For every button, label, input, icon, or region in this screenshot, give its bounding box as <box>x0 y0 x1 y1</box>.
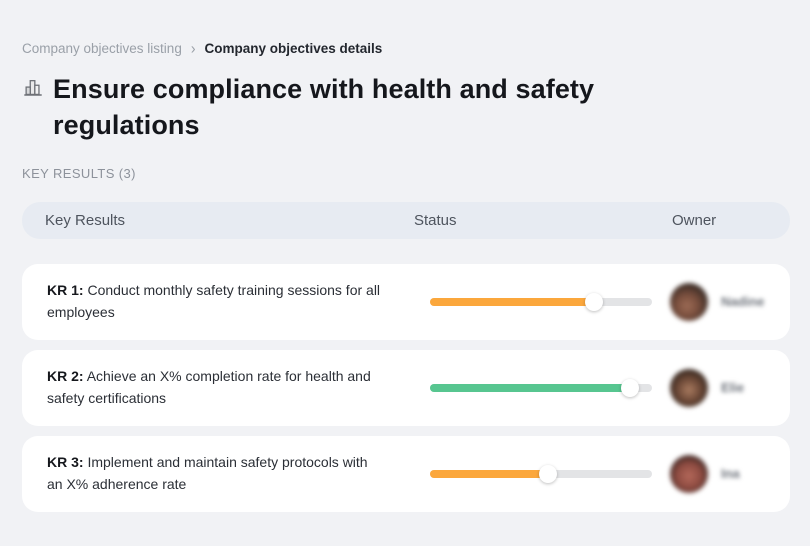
table-header: Key Results Status Owner <box>22 201 790 239</box>
page-title: Ensure compliance with health and safety… <box>53 74 595 140</box>
slider-fill <box>430 383 630 392</box>
slider-knob[interactable] <box>538 464 557 483</box>
progress-slider[interactable] <box>430 464 652 483</box>
key-result-row-1[interactable]: KR 1: Conduct monthly safety training se… <box>22 263 790 340</box>
key-results-list: KR 1: Conduct monthly safety training se… <box>22 263 790 512</box>
slider-fill <box>430 297 595 306</box>
owner-cell: Nadine <box>670 282 790 321</box>
chevron-right-icon: › <box>190 38 196 58</box>
owner-avatar <box>670 282 708 321</box>
kr-description: KR 2: Achieve an X% completion rate for … <box>22 366 384 409</box>
slider-knob[interactable] <box>620 378 639 397</box>
slider-knob[interactable] <box>585 292 604 311</box>
progress-slider[interactable] <box>430 292 652 311</box>
kr-description: KR 3: Implement and maintain safety prot… <box>22 452 384 495</box>
column-header-key-results: Key Results <box>45 211 126 229</box>
owner-name: Elie <box>721 380 745 396</box>
kr-label: KR 3: <box>47 454 84 471</box>
breadcrumb: Company objectives listing › Company obj… <box>22 38 790 58</box>
slider-fill <box>430 469 548 478</box>
breadcrumb-link-listing[interactable]: Company objectives listing <box>22 40 182 56</box>
buildings-icon <box>22 77 44 104</box>
kr-text: Implement and maintain safety protocols … <box>47 454 368 492</box>
kr-text: Achieve an X% completion rate for health… <box>47 368 371 406</box>
column-header-owner: Owner <box>672 211 717 229</box>
objective-title-row: Ensure compliance with health and safety… <box>22 72 790 144</box>
objective-details-page: Company objectives listing › Company obj… <box>22 38 790 512</box>
owner-cell: Elie <box>670 368 790 407</box>
key-result-row-3[interactable]: KR 3: Implement and maintain safety prot… <box>22 435 790 512</box>
kr-text: Conduct monthly safety training sessions… <box>47 282 381 320</box>
kr-description: KR 1: Conduct monthly safety training se… <box>22 280 384 323</box>
owner-cell: Ina <box>670 454 790 493</box>
owner-avatar <box>670 454 708 493</box>
kr-label: KR 2: <box>47 368 84 385</box>
owner-avatar <box>670 368 708 407</box>
owner-name: Ina <box>721 466 740 482</box>
breadcrumb-current-details: Company objectives details <box>204 40 383 56</box>
kr-label: KR 1: <box>47 282 84 299</box>
key-result-row-2[interactable]: KR 2: Achieve an X% completion rate for … <box>22 349 790 426</box>
progress-slider[interactable] <box>430 378 652 397</box>
key-results-count-label: KEY RESULTS (3) <box>22 165 136 181</box>
owner-name: Nadine <box>721 294 765 310</box>
column-header-status: Status <box>414 211 457 229</box>
